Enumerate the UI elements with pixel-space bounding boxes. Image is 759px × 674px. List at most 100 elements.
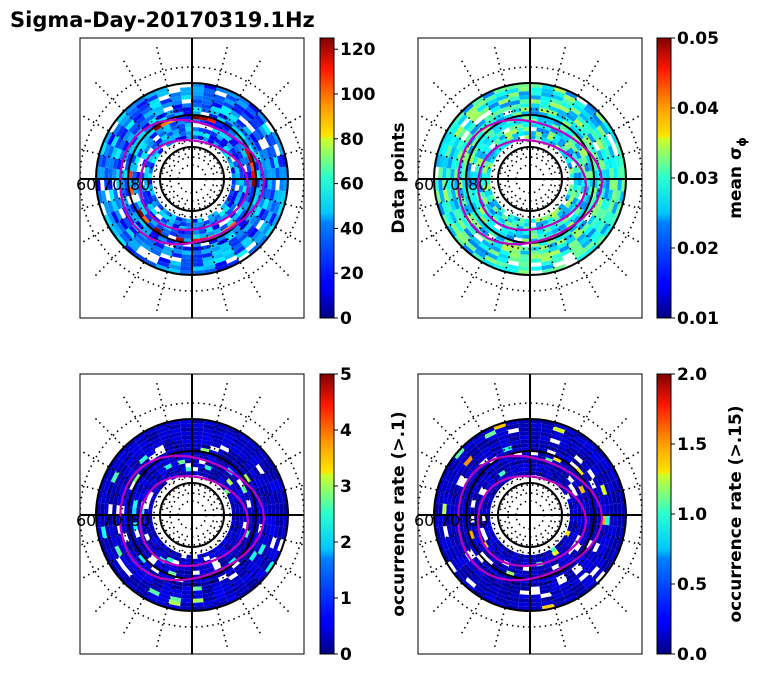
heat-cell	[584, 499, 590, 508]
heat-cell	[523, 463, 530, 468]
heat-cell	[216, 116, 226, 124]
heat-cell	[140, 106, 152, 116]
heat-cell	[162, 213, 170, 221]
heat-cell	[580, 473, 589, 483]
heat-cell	[570, 442, 582, 452]
heat-cell	[599, 137, 608, 149]
heat-cell	[510, 464, 518, 471]
heat-cell	[535, 217, 542, 223]
heat-cell	[596, 197, 604, 209]
heat-cell	[145, 190, 152, 198]
heat-cell	[486, 452, 496, 462]
heat-cell	[574, 207, 582, 216]
heat-cell	[128, 122, 139, 133]
heat-cell	[577, 179, 582, 186]
heat-cell	[470, 522, 476, 531]
heat-cell	[573, 515, 578, 522]
heat-cell	[554, 452, 564, 460]
heat-cell	[569, 515, 574, 521]
heat-cell	[271, 550, 281, 563]
colorbar-tick-label: 100	[340, 85, 376, 105]
heat-cell	[482, 172, 487, 179]
heat-cell	[471, 431, 484, 442]
heat-cell	[254, 568, 265, 581]
heat-cell	[236, 584, 248, 595]
heat-cell	[450, 494, 457, 506]
heat-cell	[467, 238, 479, 249]
heat-cell	[583, 577, 596, 588]
heat-cell	[180, 423, 192, 428]
heat-cell	[541, 91, 553, 98]
heat-cell	[240, 200, 248, 209]
heat-cell	[446, 120, 457, 133]
heat-cell	[222, 248, 234, 257]
heat-cell	[245, 561, 256, 572]
lat-label: 80	[468, 175, 488, 194]
heat-cell	[162, 137, 170, 145]
panel-frame	[417, 373, 643, 655]
heat-cell	[460, 217, 470, 228]
heat-cell	[168, 470, 176, 477]
heat-cell	[517, 467, 525, 473]
heat-cell	[578, 448, 590, 459]
heat-cell	[491, 459, 500, 468]
heat-cell	[144, 426, 157, 436]
heat-cell	[581, 193, 588, 202]
heat-cell	[438, 167, 443, 179]
heat-cell	[545, 138, 552, 145]
heat-cell	[250, 541, 259, 551]
heat-cell	[548, 581, 560, 589]
heat-cell	[592, 232, 603, 245]
colorbar-tick-label: 5	[340, 365, 352, 385]
heat-cell	[605, 179, 610, 190]
heat-cell	[504, 131, 512, 138]
heat-cell	[220, 559, 229, 567]
heat-cell	[222, 584, 234, 593]
heat-cell	[150, 149, 158, 157]
heat-cell	[130, 154, 137, 164]
heat-cell	[239, 508, 244, 515]
heat-cell	[505, 419, 518, 427]
heat-cell	[225, 544, 234, 552]
heat-cell	[254, 113, 265, 126]
heat-cell	[487, 189, 493, 196]
heat-cell	[488, 149, 496, 157]
heat-cell	[615, 190, 622, 203]
heat-cell	[618, 527, 626, 540]
heat-cell	[138, 554, 147, 564]
heat-cell	[204, 464, 212, 471]
heat-cell	[171, 588, 183, 595]
heat-cell	[530, 558, 537, 563]
heat-cell	[140, 142, 148, 151]
heat-cell	[551, 459, 560, 467]
heat-cell	[198, 229, 207, 235]
heat-cell	[103, 537, 111, 551]
heat-cell	[172, 223, 180, 230]
heat-cell	[155, 223, 164, 231]
heat-cell	[114, 473, 123, 485]
heat-cell	[519, 95, 530, 100]
heat-cell	[264, 211, 274, 223]
heat-cell	[470, 538, 478, 547]
heat-cell	[554, 134, 562, 141]
heat-cell	[509, 99, 521, 106]
heat-cell	[179, 221, 187, 227]
heat-cell	[160, 553, 168, 560]
heat-cell	[539, 103, 550, 110]
heat-cell	[453, 461, 464, 473]
heat-cell	[226, 201, 234, 209]
heat-cell	[144, 508, 149, 515]
heat-cell	[230, 184, 236, 191]
heat-cell	[173, 580, 184, 587]
heat-cell	[150, 584, 162, 593]
heat-cell	[472, 529, 479, 538]
heat-cell	[245, 442, 258, 453]
heat-cell	[446, 225, 457, 238]
heat-cell	[265, 225, 276, 238]
heat-cell	[135, 568, 146, 579]
heat-cell	[615, 202, 623, 216]
heat-cell	[595, 139, 604, 150]
heat-cell	[468, 154, 475, 164]
heat-cell	[530, 123, 538, 128]
heat-cell	[122, 452, 133, 464]
